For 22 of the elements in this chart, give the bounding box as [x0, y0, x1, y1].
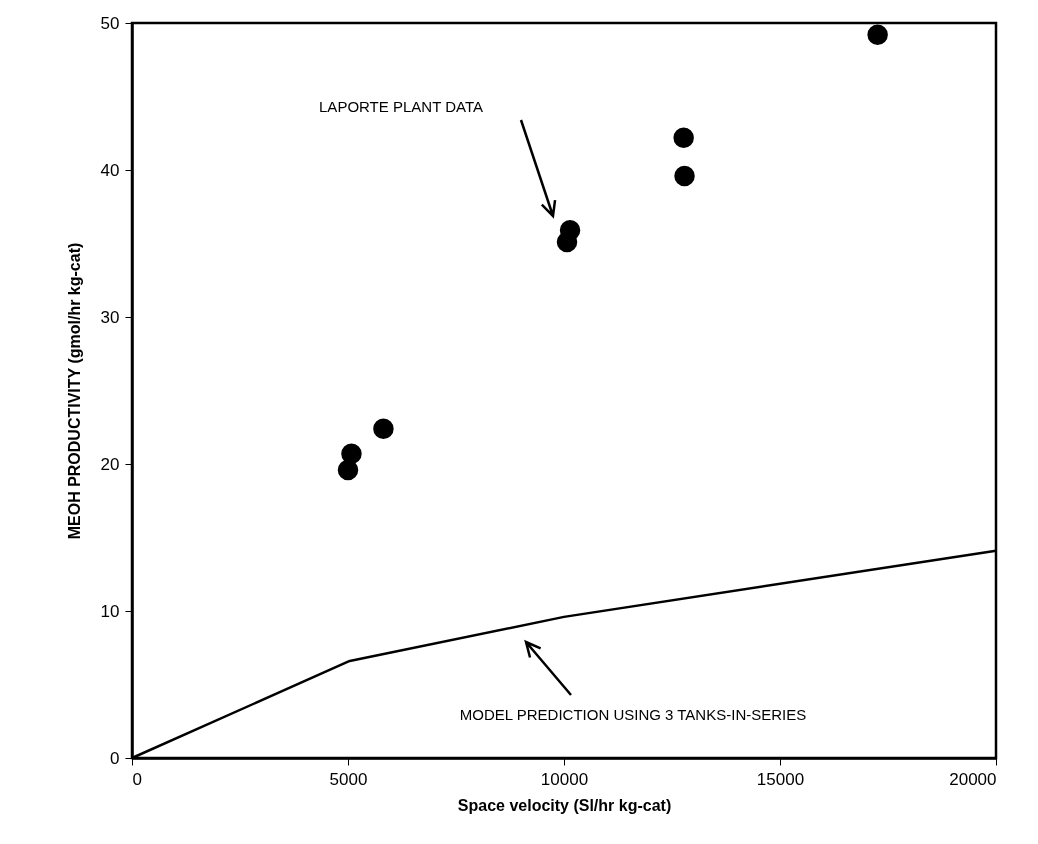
y-axis-title: MEOH PRODUCTIVITY (gmol/hr kg-cat) — [65, 242, 83, 540]
y-tick-label: 30 — [100, 307, 120, 327]
x-tick-label: 0 — [132, 769, 142, 789]
point — [373, 418, 394, 439]
point — [867, 24, 888, 45]
x-tick-label: 5000 — [329, 769, 368, 789]
y-tick-label: 0 — [110, 748, 120, 768]
point — [341, 443, 362, 464]
point — [559, 220, 581, 241]
y-tick-label: 20 — [100, 454, 120, 474]
y-tick-label: 40 — [100, 160, 120, 180]
y-tick-label: 10 — [100, 601, 120, 621]
y-tick-label: 50 — [100, 13, 120, 33]
x-axis-title: Space velocity (Sl/hr kg-cat) — [457, 796, 672, 814]
point — [674, 165, 695, 187]
annotation: LAPORTE PLANT DATA — [319, 98, 483, 115]
point — [337, 459, 359, 481]
x-tick-label: 15000 — [756, 769, 805, 789]
x-tick-label: 10000 — [540, 769, 589, 789]
x-tick-label: 20000 — [949, 769, 997, 789]
point — [673, 127, 694, 148]
annotation: MODEL PREDICTION USING 3 TANKS-IN-SERIES — [459, 706, 807, 723]
